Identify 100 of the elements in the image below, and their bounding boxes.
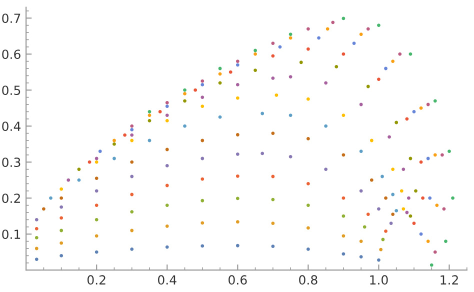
point: [377, 207, 380, 211]
point: [342, 153, 346, 157]
point: [148, 110, 152, 114]
point: [288, 32, 292, 36]
point: [200, 79, 204, 83]
point: [306, 27, 310, 31]
x-tick-label: 1.0: [370, 275, 388, 285]
point: [183, 99, 186, 103]
point: [379, 248, 383, 252]
point: [324, 124, 328, 128]
point: [271, 132, 275, 135]
point: [130, 128, 134, 132]
point: [306, 248, 310, 251]
point: [165, 164, 169, 168]
point: [342, 214, 346, 218]
point: [98, 150, 102, 153]
point: [317, 36, 320, 40]
point: [306, 47, 310, 51]
point: [34, 246, 38, 250]
point: [158, 110, 162, 114]
point: [88, 160, 92, 164]
point: [444, 240, 448, 243]
point: [130, 160, 134, 164]
point: [236, 60, 240, 63]
point: [165, 245, 169, 249]
point: [380, 174, 384, 178]
point: [218, 72, 222, 76]
x-tick-label: 1.2: [440, 275, 458, 284]
point: [306, 97, 310, 101]
point: [200, 104, 204, 108]
point: [34, 236, 38, 240]
point: [60, 241, 64, 245]
point: [218, 81, 222, 85]
point: [94, 189, 98, 193]
y-tick-label: 0.1: [2, 230, 20, 240]
point: [130, 174, 134, 178]
point: [94, 160, 98, 164]
point: [366, 212, 370, 216]
point: [165, 119, 169, 122]
point: [271, 76, 275, 80]
point: [435, 204, 439, 207]
x-tick-label: 0.2: [87, 275, 106, 285]
point: [60, 196, 64, 200]
y-tick-label: 0.5: [2, 86, 20, 96]
point: [334, 65, 338, 68]
point: [359, 32, 363, 36]
y-tick-label: 0.4: [2, 122, 21, 132]
point: [419, 160, 423, 164]
point: [200, 198, 204, 202]
point: [236, 83, 240, 86]
point: [49, 196, 52, 200]
point: [34, 227, 38, 230]
point: [260, 112, 264, 116]
point: [419, 232, 423, 236]
point: [271, 198, 275, 202]
point: [440, 153, 444, 157]
point: [34, 218, 38, 222]
point: [342, 234, 346, 238]
point: [60, 216, 64, 220]
point: [377, 78, 380, 81]
x-tick-label: 0.8: [299, 275, 318, 285]
point: [271, 244, 275, 248]
point: [377, 258, 380, 262]
point: [389, 222, 393, 225]
point: [384, 230, 388, 233]
point: [407, 196, 410, 200]
point: [306, 204, 310, 207]
point: [66, 178, 70, 182]
y-tick-label: 0.3: [2, 158, 20, 168]
point: [433, 250, 437, 254]
point: [342, 252, 346, 256]
point: [236, 133, 240, 136]
point: [405, 117, 409, 121]
point: [94, 218, 98, 222]
point: [362, 225, 366, 229]
point: [448, 150, 451, 153]
point: [370, 178, 374, 182]
point: [34, 258, 38, 261]
point: [112, 138, 116, 142]
point: [271, 42, 275, 45]
point: [306, 137, 310, 140]
point: [260, 152, 264, 156]
point: [218, 115, 222, 119]
point: [236, 220, 240, 224]
point: [421, 196, 425, 200]
point: [77, 168, 81, 171]
point: [165, 101, 169, 104]
point: [123, 133, 127, 137]
point: [428, 196, 432, 200]
point: [412, 110, 416, 114]
point: [278, 45, 282, 49]
point: [342, 114, 346, 117]
point: [370, 138, 374, 142]
point: [288, 114, 292, 117]
point: [165, 104, 169, 108]
point: [359, 255, 363, 258]
point: [228, 70, 232, 74]
point: [254, 68, 257, 72]
point: [236, 244, 240, 248]
point: [426, 240, 430, 243]
